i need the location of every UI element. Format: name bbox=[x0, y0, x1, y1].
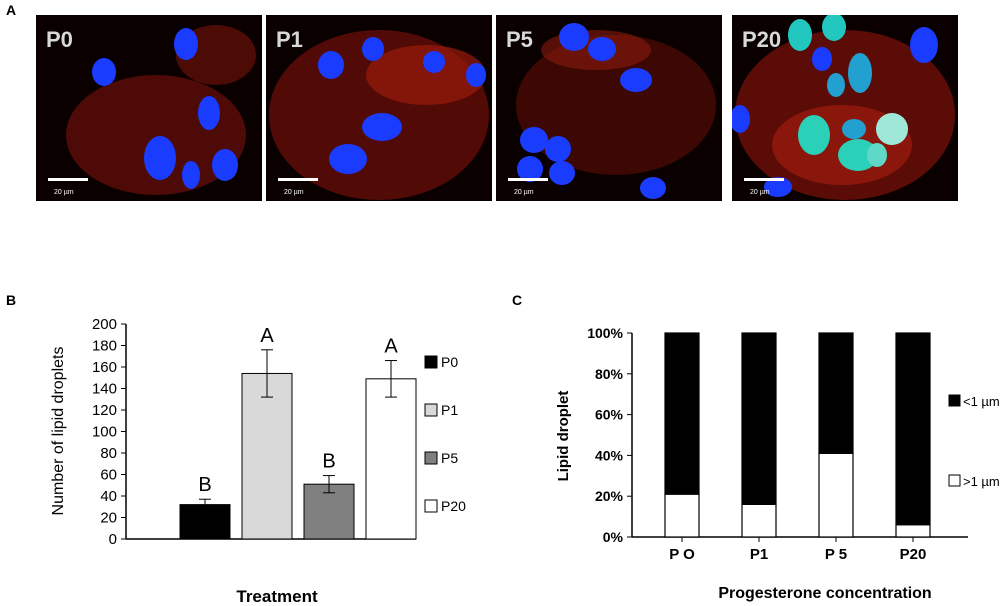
scale-text: 20 µm bbox=[54, 189, 74, 196]
stacked-segment bbox=[664, 332, 700, 495]
lipid-droplet-size-chart: 0% 20% 40% 60% 80% 100% P O P1 P 5 P20 <1 µm >1 µm P… bbox=[555, 325, 1000, 602]
micrograph-p0: P0 20 µm bbox=[36, 15, 262, 201]
y-tick-label: 120 bbox=[92, 402, 117, 419]
y-tick-label: 80% bbox=[595, 366, 624, 382]
scale-text: 20 µm bbox=[750, 189, 770, 196]
legend-label: P0 bbox=[441, 354, 458, 370]
micrograph-p1-image bbox=[269, 30, 489, 200]
x-tick-label: P 5 bbox=[825, 546, 847, 563]
stacked-segment bbox=[895, 332, 931, 526]
micrograph-label: P0 bbox=[46, 27, 73, 52]
stacked-segment bbox=[741, 332, 777, 505]
y-tick-label: 0 bbox=[109, 531, 117, 548]
legend-label: >1 µm bbox=[963, 474, 1000, 489]
scale-bar bbox=[278, 178, 318, 181]
y-tick-label: 20 bbox=[100, 510, 117, 527]
panel-label-a: A bbox=[6, 2, 17, 18]
y-tick-label: 100% bbox=[587, 325, 623, 341]
bar-p5 bbox=[303, 483, 355, 540]
y-axis-title: Lipid droplet bbox=[555, 391, 572, 482]
stacked-segment bbox=[895, 524, 931, 538]
x-tick-label: P20 bbox=[900, 546, 927, 563]
panel-label-c: C bbox=[512, 292, 523, 308]
scale-text: 20 µm bbox=[514, 189, 534, 196]
stacked-segment bbox=[818, 332, 854, 454]
y-tick-label: 40 bbox=[100, 488, 117, 505]
micrograph-p5-image bbox=[516, 23, 716, 199]
y-tick-label: 180 bbox=[92, 338, 117, 355]
micrograph-p5: P5 20 µm bbox=[496, 15, 722, 201]
y-axis-title: Number of lipid droplets bbox=[50, 347, 67, 516]
y-tick-label: 160 bbox=[92, 359, 117, 376]
y-tick-label: 200 bbox=[92, 316, 117, 333]
significance-letter: B bbox=[322, 451, 335, 473]
micrograph-p20: P20 20 µm bbox=[732, 15, 958, 201]
bar-p20 bbox=[365, 378, 417, 540]
legend-swatch bbox=[424, 499, 438, 513]
y-tick-label: 40% bbox=[595, 447, 624, 463]
significance-letter: A bbox=[260, 325, 274, 347]
y-tick-label: 0% bbox=[603, 529, 624, 545]
stacked-segment bbox=[818, 452, 854, 538]
lipid-droplet-count-chart: 0 20 40 60 80 100 120 140 160 180 200 B A B A P0 P1 P5 P20… bbox=[50, 316, 466, 606]
micrograph-label: P1 bbox=[276, 27, 303, 52]
stacked-segment bbox=[664, 493, 700, 538]
micrograph-label: P5 bbox=[506, 27, 533, 52]
legend-label: <1 µm bbox=[963, 394, 1000, 409]
y-tick-label: 140 bbox=[92, 381, 117, 398]
legend-label: P20 bbox=[441, 498, 466, 514]
bar-p1 bbox=[241, 372, 293, 540]
scale-text: 20 µm bbox=[284, 189, 304, 196]
y-tick-label: 100 bbox=[92, 424, 117, 441]
y-tick-label: 80 bbox=[100, 445, 117, 462]
x-tick-label: P O bbox=[669, 546, 695, 563]
scale-bar bbox=[744, 178, 784, 181]
significance-letter: A bbox=[384, 336, 398, 358]
y-tick-label: 20% bbox=[595, 488, 624, 504]
legend-swatch bbox=[948, 394, 961, 407]
legend-label: P5 bbox=[441, 450, 458, 466]
micrograph-p0-image bbox=[66, 25, 256, 195]
y-tick-label: 60 bbox=[100, 467, 117, 484]
y-tick-label: 60% bbox=[595, 407, 624, 423]
legend-swatch bbox=[424, 403, 438, 417]
scale-bar bbox=[508, 178, 548, 181]
legend-swatch bbox=[424, 451, 438, 465]
significance-letter: B bbox=[198, 474, 211, 496]
scale-bar bbox=[48, 178, 88, 181]
micrograph-p1: P1 20 µm bbox=[266, 15, 492, 201]
legend-swatch bbox=[424, 355, 438, 369]
x-axis-title: Treatment bbox=[236, 587, 318, 606]
legend-swatch bbox=[948, 474, 961, 487]
micrograph-label: P20 bbox=[742, 27, 782, 52]
legend-label: P1 bbox=[441, 402, 458, 418]
x-tick-label: P1 bbox=[750, 546, 768, 563]
panel-label-b: B bbox=[6, 292, 17, 308]
micrograph-p20-image bbox=[732, 15, 955, 200]
stacked-segment bbox=[741, 503, 777, 538]
x-axis-title: Progesterone concentration bbox=[718, 585, 931, 602]
